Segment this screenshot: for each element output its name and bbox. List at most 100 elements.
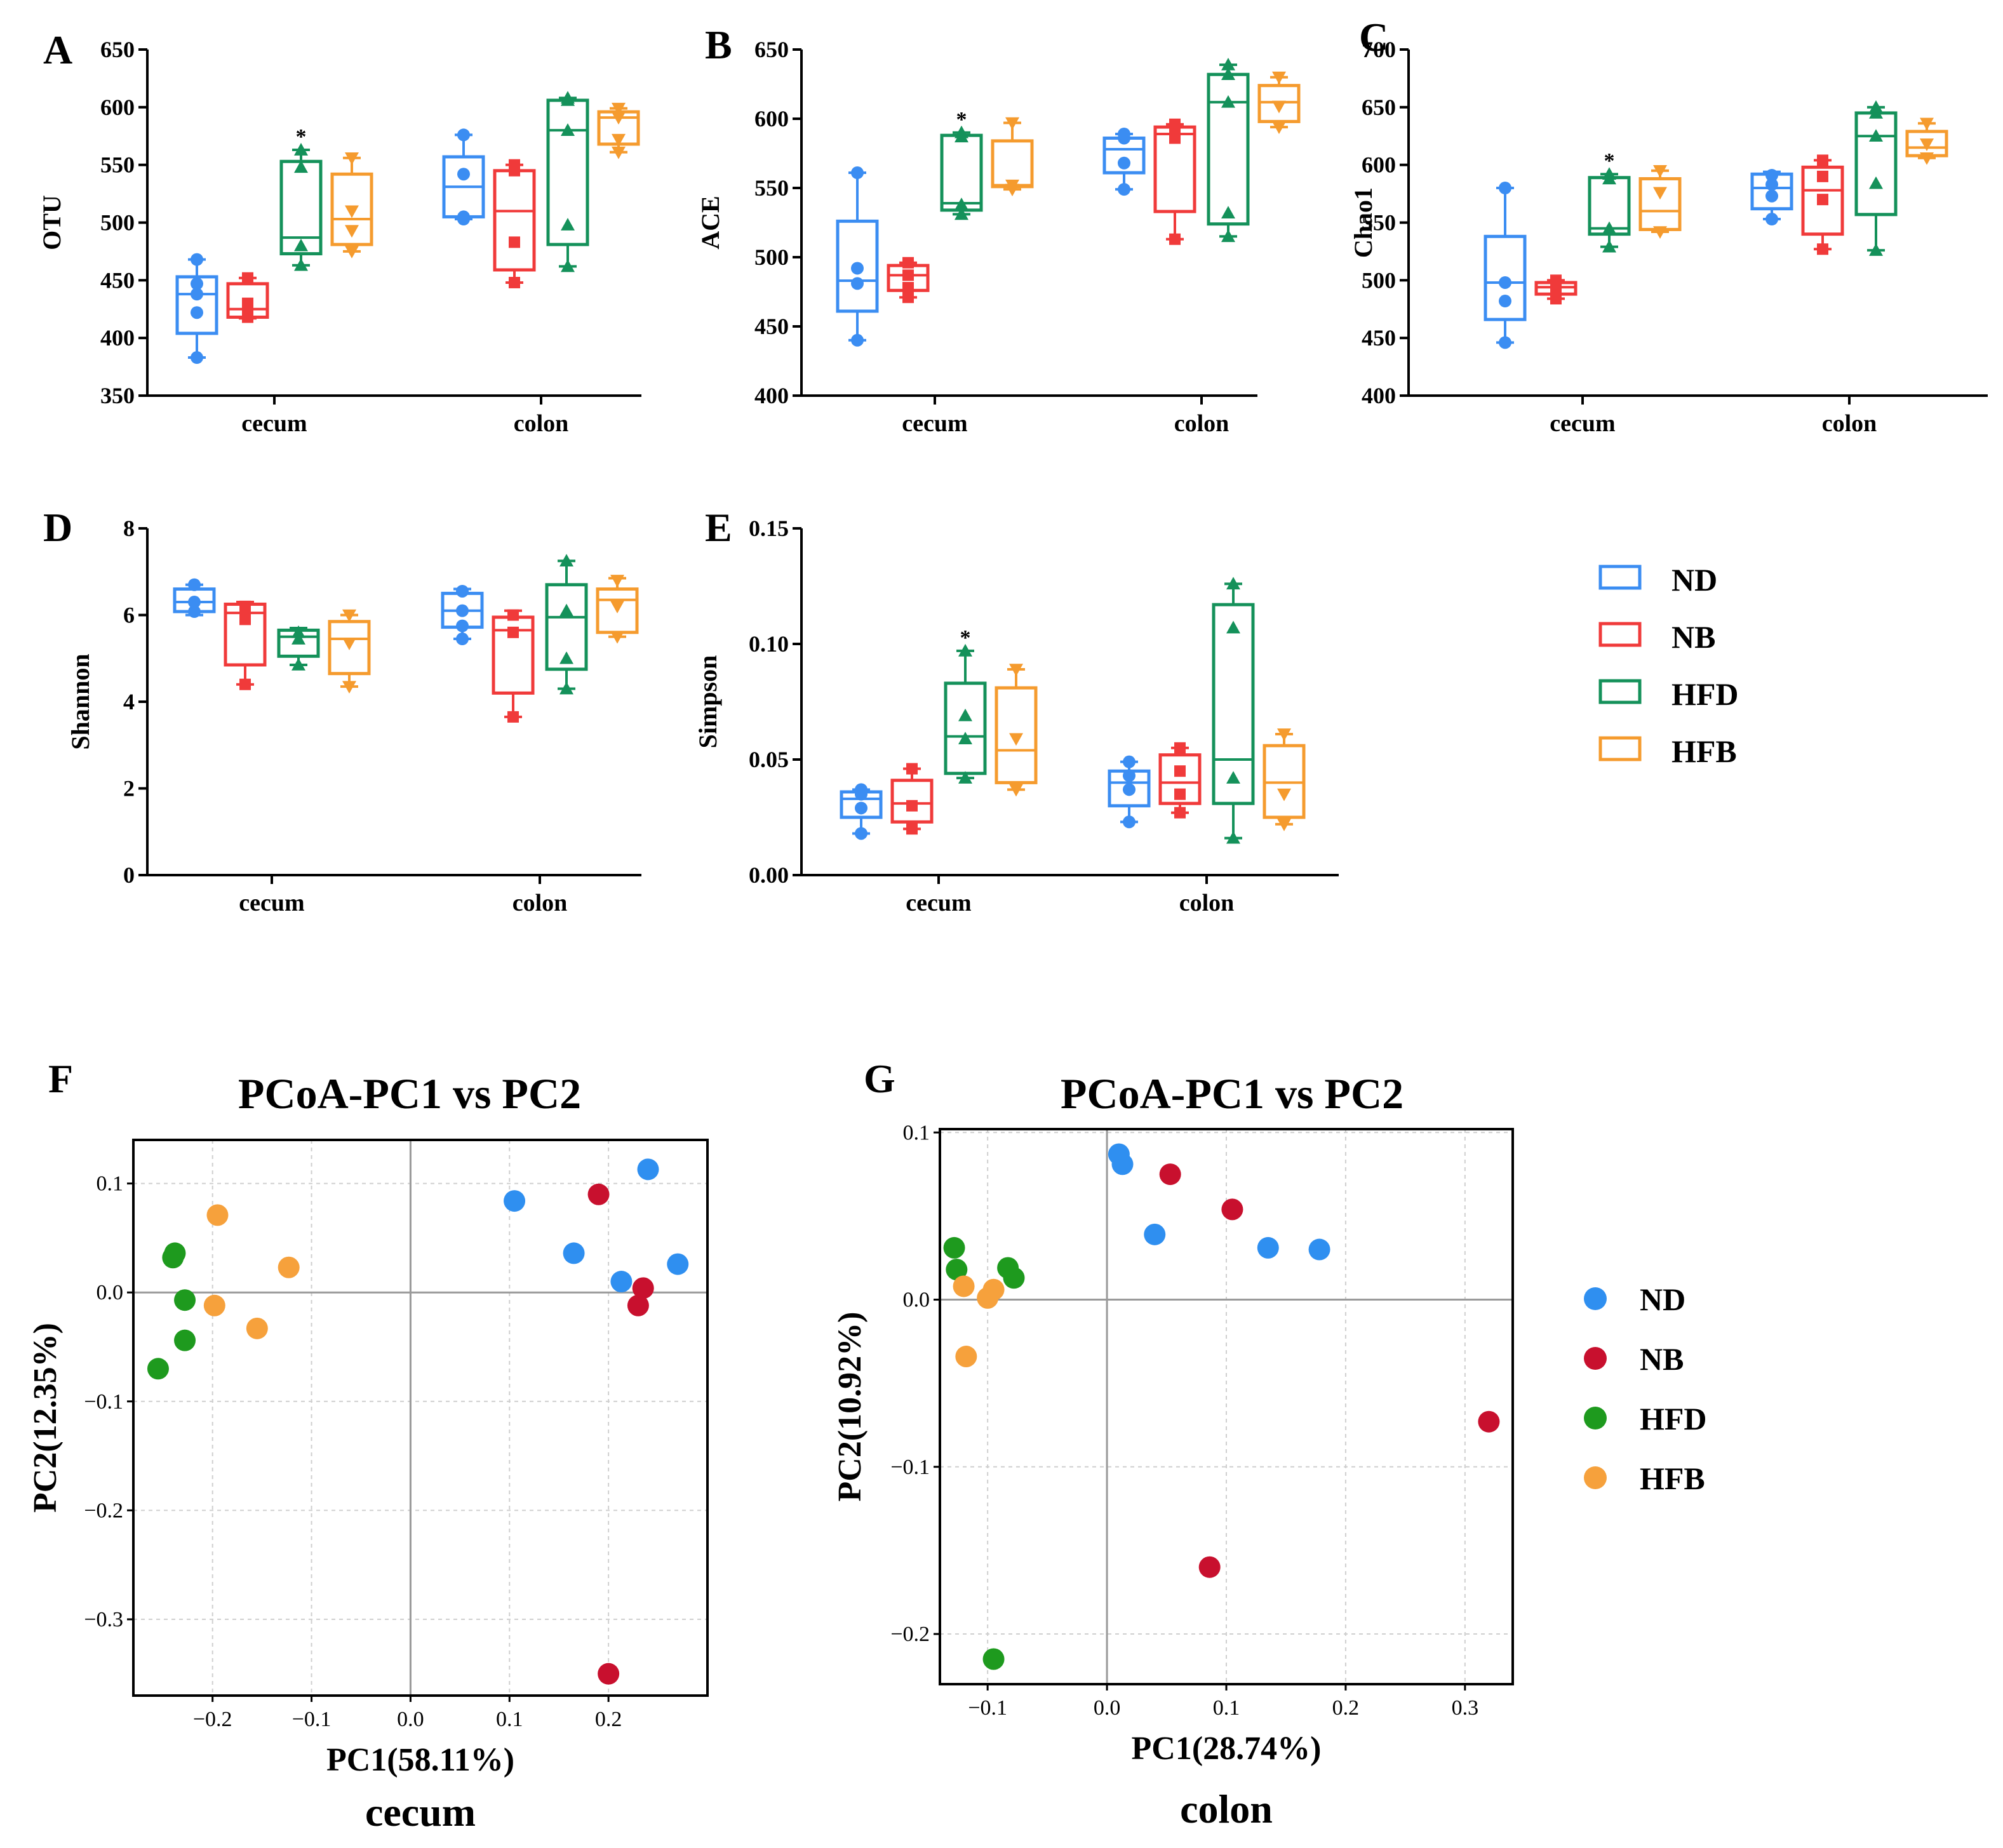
boxplot-panel-E: 0.00 0.05 0.10 0.15 Simpson cecum colon *: [693, 516, 1339, 916]
legend-item-NB: NB: [1598, 619, 1715, 655]
data-point: [1920, 138, 1934, 151]
data-point: [1118, 156, 1130, 170]
data-point: [958, 708, 972, 721]
box-iqr: [493, 169, 536, 272]
significance-star: *: [960, 626, 971, 650]
data-point: [1005, 117, 1019, 130]
box-HFD-colon: [546, 91, 589, 272]
series-ND: [1108, 1143, 1330, 1261]
scatter-point: [610, 1271, 633, 1293]
data-point: [902, 257, 914, 269]
y-tick-label: 0.1: [97, 1172, 124, 1196]
box-iqr: [1638, 177, 1682, 231]
data-point: [345, 205, 359, 218]
y-tick-label: 4: [123, 689, 135, 714]
data-point: [1221, 57, 1235, 70]
box-NB-cecum: [224, 600, 267, 690]
data-point: [1221, 206, 1235, 219]
box-NB-colon: [493, 159, 536, 288]
box-HFD-cecum: [277, 625, 320, 671]
x-tick-label: 0.2: [595, 1708, 622, 1731]
box-NB-cecum: [890, 763, 934, 835]
significance-star: *: [296, 125, 307, 149]
legend-swatch: [1598, 736, 1642, 761]
legend-item-HFB: HFB: [1598, 733, 1737, 769]
x-category-label: cecum: [906, 890, 971, 916]
data-point: [1221, 95, 1235, 108]
legend-swatch: [1598, 565, 1642, 590]
y-axis-title: Shannon: [66, 653, 95, 749]
data-point: [291, 657, 305, 671]
data-point: [1653, 164, 1667, 178]
y-tick-label: 500: [100, 210, 135, 236]
y-tick-label: 0.10: [749, 631, 789, 657]
data-point: [851, 277, 864, 290]
data-point: [955, 207, 968, 220]
y-tick-label: −0.3: [84, 1608, 123, 1631]
data-point: [1602, 239, 1616, 253]
data-point: [1653, 187, 1667, 200]
scatter-point: [278, 1256, 300, 1278]
legend-item-HFB: HFB: [1584, 1461, 1705, 1496]
data-point: [188, 596, 201, 609]
legend-label: HFB: [1640, 1461, 1705, 1496]
legend-dot: [1584, 1466, 1607, 1489]
data-point: [291, 625, 305, 638]
y-tick-label: 350: [100, 383, 135, 408]
data-point: [1277, 788, 1291, 801]
scatter-point: [147, 1358, 169, 1380]
y-axis-title: PC2(10.92%): [832, 1312, 868, 1502]
data-point: [610, 601, 624, 613]
chart-title: PCoA-PC1 vs PC2: [1061, 1069, 1403, 1118]
box-HFD-cecum: *: [279, 125, 323, 271]
y-tick-label: 400: [100, 325, 135, 351]
legend-item-HFD: HFD: [1598, 676, 1739, 712]
data-point: [1226, 771, 1240, 784]
data-point: [851, 166, 864, 180]
legend-label: ND: [1640, 1282, 1685, 1317]
legend-label: HFD: [1671, 676, 1739, 712]
data-point: [191, 288, 203, 301]
box-HFB-colon: [596, 575, 639, 644]
y-tick-label: 650: [754, 37, 789, 62]
data-point: [345, 152, 359, 165]
data-point: [291, 632, 305, 645]
data-point: [1277, 819, 1291, 831]
y-tick-label: 550: [1362, 210, 1396, 236]
data-point: [1272, 100, 1286, 114]
box-ND-colon: [1102, 127, 1146, 196]
y-tick-label: 500: [1362, 267, 1396, 293]
y-tick-label: 450: [1362, 325, 1396, 351]
data-point: [242, 272, 253, 284]
data-point: [1869, 100, 1883, 113]
box-ND-colon: [1750, 169, 1793, 226]
x-category-label: colon: [1174, 410, 1229, 437]
y-axis-title: Simpson: [693, 655, 722, 749]
box-ND-cecum: [840, 783, 883, 840]
data-point: [1653, 226, 1667, 239]
pcoa-panel-G: −0.1 0.0 0.1 0.2 0.3 −0.2 −0.1 0.0 0.1 PCoA-PC1 v…: [832, 1069, 1514, 1831]
pcoa-panels: −0.2 −0.1 0.0 0.1 0.2 −0.3 −0.2 −0.1 0.0 0.1 PCoA-…: [27, 1069, 1514, 1835]
x-category-label: colon: [1179, 890, 1235, 916]
y-axis-title: OTU: [37, 195, 66, 250]
data-point: [457, 213, 470, 226]
panel-letter-A: A: [43, 27, 72, 72]
data-point: [342, 609, 356, 622]
data-point: [294, 238, 308, 251]
data-point: [906, 823, 918, 835]
series-HFB: [203, 1204, 300, 1339]
data-point: [1817, 170, 1828, 182]
box-NB-colon: [1153, 118, 1196, 245]
data-point: [561, 91, 575, 104]
data-point: [1817, 154, 1828, 166]
data-point: [612, 146, 626, 159]
panel-letter-F: F: [48, 1056, 73, 1101]
box-HFD-cecum: *: [944, 626, 987, 784]
scatter-point: [174, 1329, 196, 1351]
y-tick-label: 600: [754, 106, 789, 131]
scatter-point: [1003, 1267, 1025, 1289]
box-HFD-colon: [1207, 57, 1250, 243]
data-point: [958, 732, 972, 745]
box-iqr: [1588, 176, 1631, 236]
legend-label: ND: [1671, 562, 1717, 598]
